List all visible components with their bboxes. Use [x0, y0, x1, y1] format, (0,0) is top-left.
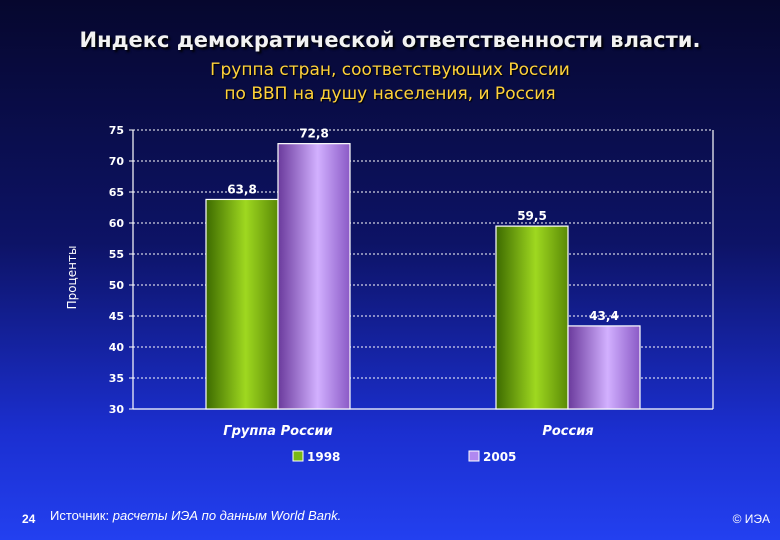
category-label: Группа России [223, 424, 332, 439]
legend-label: 1998 [307, 450, 340, 464]
y-axis-label: Проценты [65, 246, 79, 310]
chart-subtitle: Группа стран, соответствующих России по … [0, 58, 780, 106]
subtitle-line-1: Группа стран, соответствующих России [210, 60, 570, 80]
data-label: 43,4 [589, 309, 619, 323]
y-tick-label: 60 [109, 217, 125, 230]
bar-1998-0 [205, 198, 279, 410]
y-tick-label: 70 [109, 155, 125, 168]
y-tick-label: 50 [109, 279, 125, 292]
data-label: 72,8 [299, 127, 329, 141]
bar-2005-1 [567, 325, 641, 410]
slide-number: 24 [22, 512, 36, 526]
y-tick-label: 65 [109, 186, 124, 199]
category-label: Россия [542, 424, 593, 439]
bar-2005-0 [277, 143, 351, 410]
data-label: 59,5 [517, 209, 547, 223]
y-tick-label: 55 [109, 248, 124, 261]
source-note: Источник: расчеты ИЭА по данным World Ba… [50, 508, 341, 523]
y-tick-label: 40 [109, 341, 125, 354]
legend-swatch-1998 [292, 450, 304, 462]
source-text: расчеты ИЭА по данным World Bank. [112, 508, 342, 523]
legend-swatch-2005 [468, 450, 480, 462]
y-tick-label: 75 [109, 124, 124, 137]
y-tick-label: 30 [109, 403, 125, 416]
legend-label: 2005 [483, 450, 516, 464]
bar-1998-1 [495, 225, 569, 410]
y-tick-label: 45 [109, 310, 124, 323]
subtitle-line-2: по ВВП на душу населения, и Россия [224, 84, 556, 104]
data-label: 63,8 [227, 182, 257, 196]
y-tick-label: 35 [109, 372, 124, 385]
source-prefix: Источник: [50, 508, 110, 523]
copyright: © ИЭА [732, 512, 770, 526]
chart-title: Индекс демократической ответственности в… [79, 28, 701, 52]
